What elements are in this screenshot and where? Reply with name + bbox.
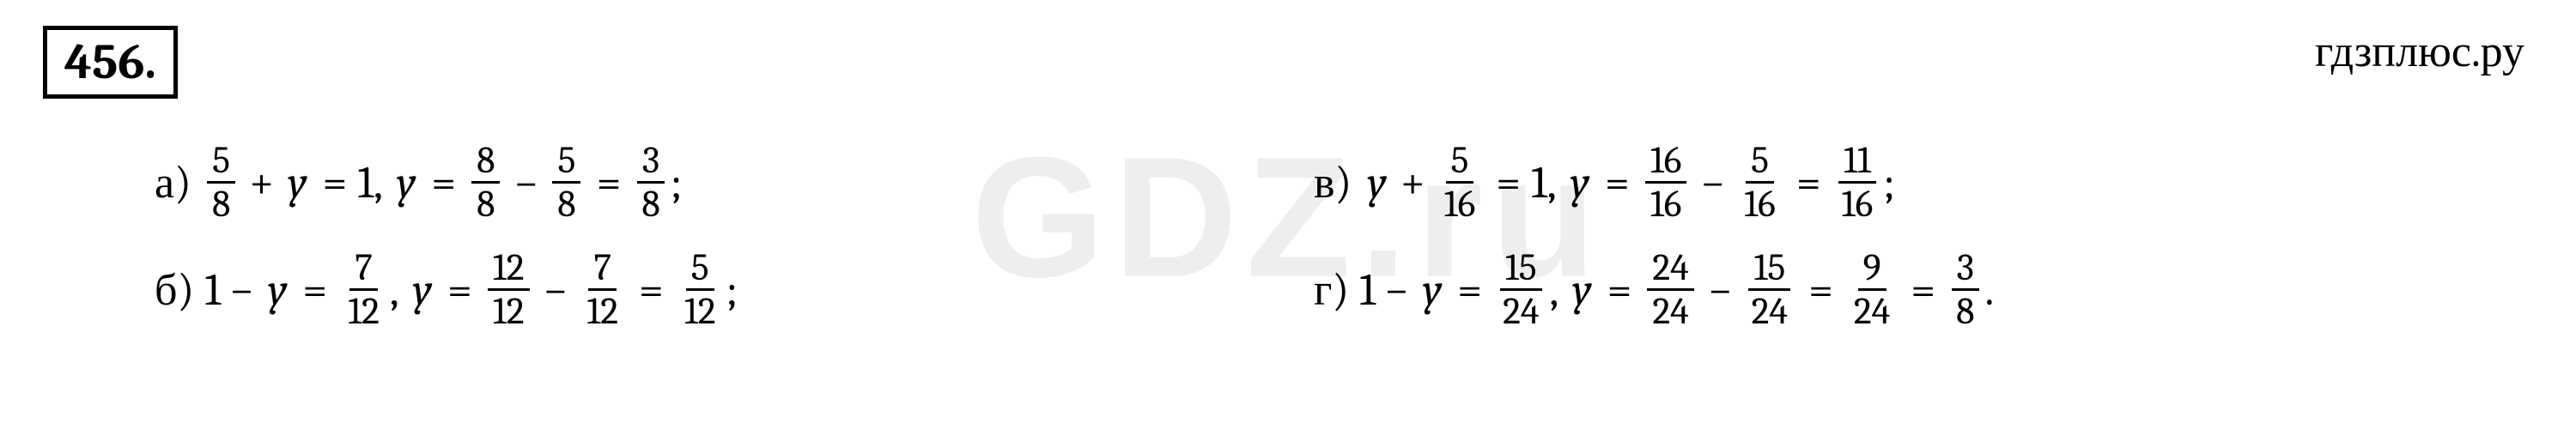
frac: 5 16: [1739, 142, 1781, 223]
frac: 5 8: [207, 142, 235, 223]
item-g: г) 1 − y = 15 24 , y = 24 24 − 15: [1314, 249, 1994, 330]
frac: 12 12: [488, 249, 530, 330]
frac: 3 8: [636, 142, 665, 223]
item-v: в) y + 5 16 = 1 , y = 16 16 − 5: [1314, 142, 1895, 223]
frac: 5 12: [679, 249, 721, 330]
frac: 7 12: [343, 249, 385, 330]
frac: 3 8: [1951, 249, 1979, 330]
row-2: б) 1 − y = 7 12 , y = 12 12 − 7: [155, 249, 2533, 330]
frac: 24 24: [1647, 249, 1693, 330]
item-b: б) 1 − y = 7 12 , y = 12 12 − 7: [155, 249, 1314, 330]
frac: 9 24: [1849, 249, 1895, 330]
label-v: в): [1314, 157, 1352, 208]
problem-number: 456.: [43, 26, 178, 99]
label-g: г): [1314, 264, 1349, 316]
site-label: гдзплюс.ру: [2315, 26, 2524, 77]
item-a: а) 5 8 + y = 1 , y = 8 8 − 5: [155, 142, 1314, 223]
frac: 16 16: [1645, 142, 1687, 223]
problem-number-text: 456: [64, 33, 144, 91]
frac: 5 8: [552, 142, 580, 223]
row-1: а) 5 8 + y = 1 , y = 8 8 − 5: [155, 142, 2533, 223]
label-b: б): [155, 264, 194, 316]
frac: 15 24: [1498, 249, 1544, 330]
frac: 7 12: [581, 249, 623, 330]
frac: 8 8: [471, 142, 500, 223]
frac: 15 24: [1747, 249, 1793, 330]
solution-content: а) 5 8 + y = 1 , y = 8 8 − 5: [155, 142, 2533, 330]
label-a: а): [155, 157, 191, 208]
frac: 11 16: [1837, 142, 1879, 223]
frac: 5 16: [1439, 142, 1481, 223]
